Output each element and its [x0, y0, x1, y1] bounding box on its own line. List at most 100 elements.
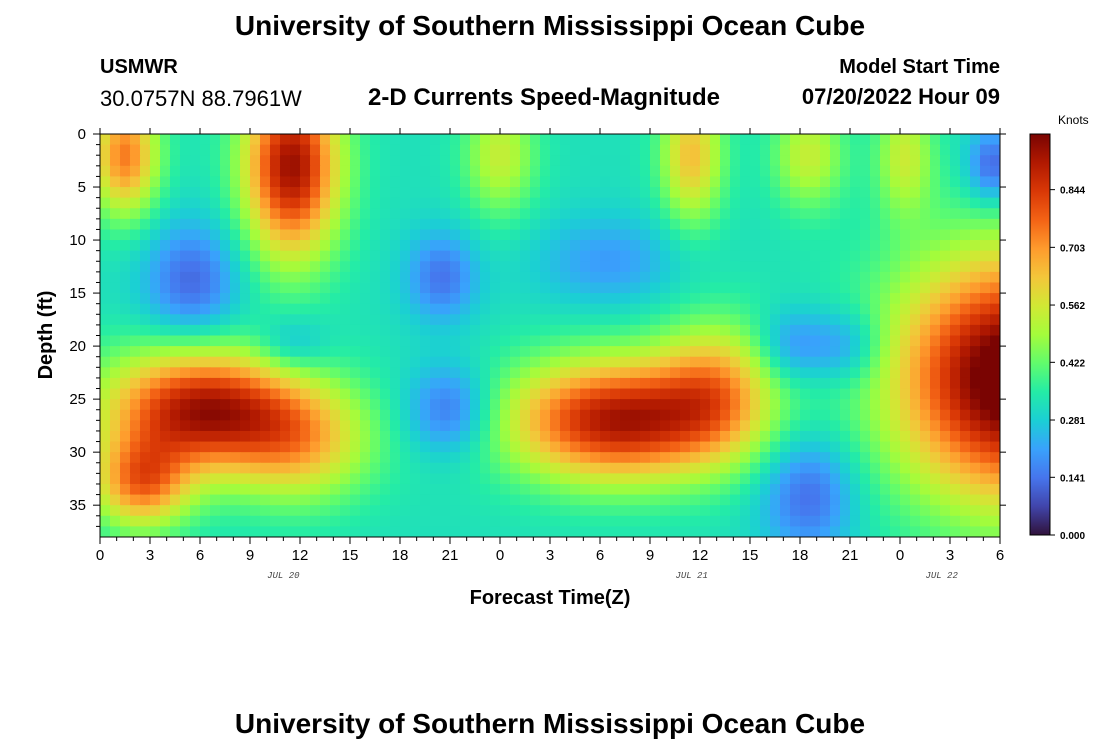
heatmap-cell	[740, 293, 751, 305]
heatmap-cell	[590, 314, 601, 326]
heatmap-cell	[770, 515, 781, 527]
heatmap-cell	[160, 293, 171, 305]
heatmap-cell	[920, 271, 931, 284]
heatmap-cell	[640, 187, 651, 199]
heatmap-cell	[680, 388, 691, 400]
heatmap-cell	[240, 208, 251, 220]
heatmap-cell	[170, 187, 181, 199]
heatmap-cell	[470, 144, 481, 156]
heatmap-cell	[360, 505, 371, 517]
x-axis-title: Forecast Time(Z)	[470, 587, 631, 609]
heatmap-cell	[690, 187, 701, 199]
heatmap-cell	[820, 462, 831, 474]
heatmap-cell	[480, 420, 491, 432]
heatmap-cell	[940, 462, 951, 474]
heatmap-cell	[960, 346, 971, 358]
heatmap-cell	[330, 282, 341, 294]
heatmap-cell	[430, 452, 441, 464]
heatmap-cell	[540, 462, 551, 474]
heatmap-cell	[360, 176, 371, 188]
heatmap-cell	[850, 409, 861, 421]
heatmap-cell	[920, 303, 931, 315]
heatmap-cell	[470, 367, 481, 379]
heatmap-cell	[580, 494, 591, 506]
heatmap-cell	[190, 505, 201, 517]
heatmap-cell	[450, 187, 461, 199]
heatmap-cell	[230, 420, 241, 432]
heatmap-cell	[940, 155, 951, 167]
heatmap-cell	[780, 155, 791, 167]
heatmap-cell	[610, 229, 621, 241]
heatmap-cell	[280, 377, 291, 390]
heatmap-cell	[390, 314, 401, 326]
heatmap-cell	[760, 250, 771, 262]
y-tick-label: 35	[69, 497, 86, 514]
heatmap-cell	[150, 462, 161, 474]
heatmap-cell	[150, 515, 161, 527]
heatmap-cell	[960, 377, 971, 390]
heatmap-cell	[550, 335, 561, 347]
heatmap-cell	[630, 293, 641, 305]
heatmap-cell	[800, 187, 811, 199]
heatmap-cell	[400, 377, 411, 390]
heatmap-cell	[370, 314, 381, 326]
heatmap-cell	[820, 420, 831, 432]
heatmap-cell	[760, 494, 771, 506]
heatmap-cell	[170, 134, 181, 146]
heatmap-cell	[970, 494, 981, 506]
heatmap-cell	[190, 356, 201, 368]
heatmap-cell	[630, 430, 641, 443]
heatmap-cell	[160, 409, 171, 421]
heatmap-cell	[520, 314, 531, 326]
heatmap-cell	[910, 187, 921, 199]
heatmap-cell	[660, 314, 671, 326]
heatmap-cell	[470, 218, 481, 231]
heatmap-cell	[880, 134, 891, 146]
heatmap-cell	[700, 197, 711, 209]
heatmap-cell	[350, 473, 361, 485]
heatmap-cell	[840, 282, 851, 294]
heatmap-cell	[530, 293, 541, 305]
heatmap-cell	[350, 197, 361, 209]
heatmap-cell	[290, 324, 301, 337]
heatmap-cell	[890, 420, 901, 432]
heatmap-cell	[470, 494, 481, 506]
heatmap-cell	[220, 165, 231, 178]
heatmap-cell	[110, 271, 121, 284]
heatmap-cell	[990, 176, 1000, 188]
heatmap-cell	[160, 134, 171, 146]
heatmap-cell	[670, 240, 681, 252]
heatmap-cell	[670, 505, 681, 517]
heatmap-cell	[940, 515, 951, 527]
heatmap-cell	[750, 526, 761, 537]
heatmap-cell	[780, 420, 791, 432]
heatmap-cell	[590, 346, 601, 358]
heatmap-cell	[490, 505, 501, 517]
heatmap-cell	[310, 452, 321, 464]
heatmap-cell	[730, 155, 741, 167]
heatmap-cell	[800, 208, 811, 220]
heatmap-cell	[480, 208, 491, 220]
heatmap-cell	[500, 388, 511, 400]
heatmap-cell	[670, 399, 681, 411]
heatmap-cell	[780, 462, 791, 474]
heatmap-cell	[210, 282, 221, 294]
heatmap-cell	[440, 197, 451, 209]
heatmap-cell	[120, 324, 131, 337]
heatmap-cell	[160, 462, 171, 474]
heatmap-cell	[770, 483, 781, 496]
heatmap-cell	[840, 197, 851, 209]
heatmap-cell	[490, 314, 501, 326]
heatmap-cell	[830, 483, 841, 496]
heatmap-cell	[570, 409, 581, 421]
heatmap-cell	[100, 282, 111, 294]
heatmap-cell	[970, 420, 981, 432]
heatmap-cell	[620, 250, 631, 262]
heatmap-cell	[140, 229, 151, 241]
heatmap-cell	[430, 409, 441, 421]
heatmap-cell	[620, 505, 631, 517]
heatmap-cell	[910, 240, 921, 252]
heatmap-cell	[950, 462, 961, 474]
heatmap-cell	[880, 324, 891, 337]
heatmap-cell	[210, 197, 221, 209]
